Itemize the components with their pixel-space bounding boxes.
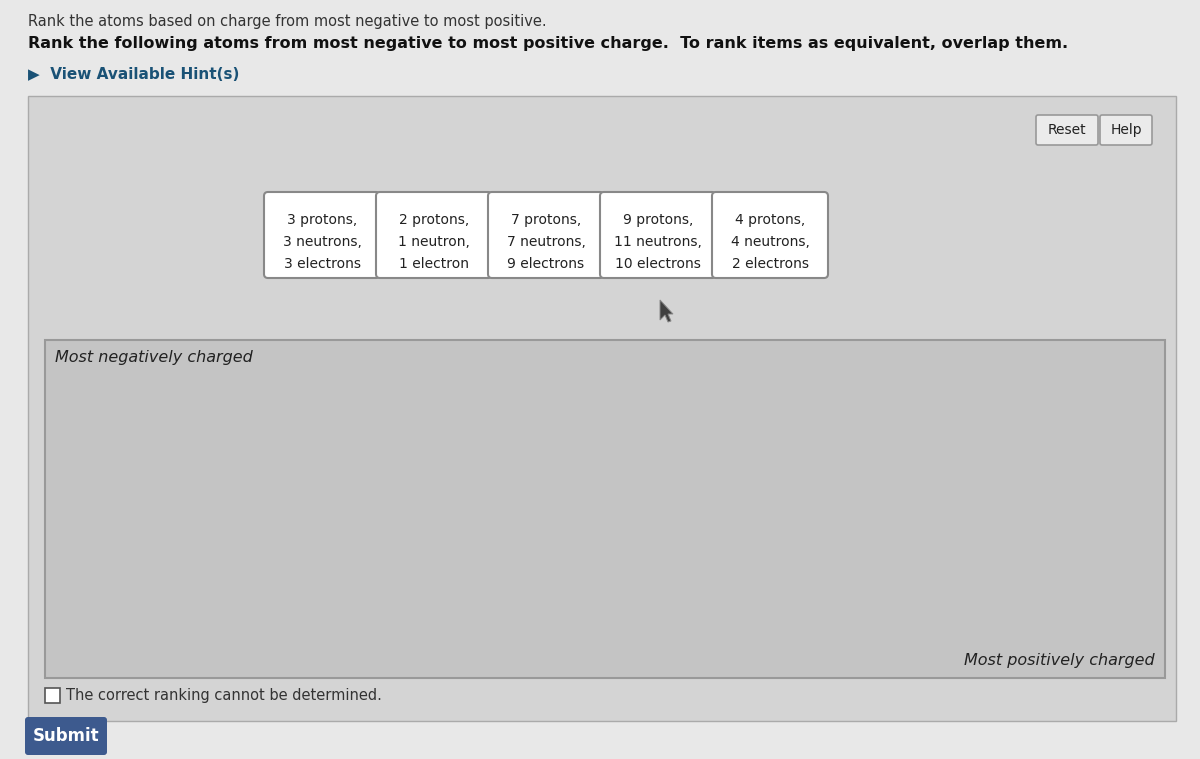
Text: Most negatively charged: Most negatively charged [55, 350, 253, 365]
Text: 10 electrons: 10 electrons [616, 257, 701, 271]
FancyBboxPatch shape [488, 192, 604, 278]
FancyBboxPatch shape [376, 192, 492, 278]
Text: 4 protons,: 4 protons, [734, 213, 805, 227]
Text: 1 electron: 1 electron [398, 257, 469, 271]
Text: Most positively charged: Most positively charged [965, 653, 1154, 668]
Text: 4 neutrons,: 4 neutrons, [731, 235, 810, 249]
Text: 11 neutrons,: 11 neutrons, [614, 235, 702, 249]
Text: 2 protons,: 2 protons, [398, 213, 469, 227]
Text: The correct ranking cannot be determined.: The correct ranking cannot be determined… [66, 688, 382, 703]
Text: 9 electrons: 9 electrons [508, 257, 584, 271]
Text: ▶  View Available Hint(s): ▶ View Available Hint(s) [28, 67, 239, 82]
FancyBboxPatch shape [712, 192, 828, 278]
FancyBboxPatch shape [264, 192, 380, 278]
FancyBboxPatch shape [600, 192, 716, 278]
Text: 3 neutrons,: 3 neutrons, [282, 235, 361, 249]
FancyBboxPatch shape [46, 340, 1165, 678]
FancyBboxPatch shape [1036, 115, 1098, 145]
Text: 3 protons,: 3 protons, [287, 213, 358, 227]
Text: 2 electrons: 2 electrons [732, 257, 809, 271]
Text: Submit: Submit [32, 727, 100, 745]
Text: Rank the atoms based on charge from most negative to most positive.: Rank the atoms based on charge from most… [28, 14, 547, 29]
Polygon shape [660, 300, 673, 322]
Text: 3 electrons: 3 electrons [283, 257, 360, 271]
Text: Reset: Reset [1048, 123, 1086, 137]
Text: 7 neutrons,: 7 neutrons, [506, 235, 586, 249]
Text: Rank the following atoms from most negative to most positive charge.  To rank it: Rank the following atoms from most negat… [28, 36, 1068, 51]
FancyBboxPatch shape [46, 688, 60, 703]
FancyBboxPatch shape [25, 717, 107, 755]
Text: 1 neutron,: 1 neutron, [398, 235, 470, 249]
FancyBboxPatch shape [1100, 115, 1152, 145]
Text: Help: Help [1110, 123, 1142, 137]
Text: 9 protons,: 9 protons, [623, 213, 694, 227]
Text: 7 protons,: 7 protons, [511, 213, 581, 227]
FancyBboxPatch shape [28, 96, 1176, 721]
